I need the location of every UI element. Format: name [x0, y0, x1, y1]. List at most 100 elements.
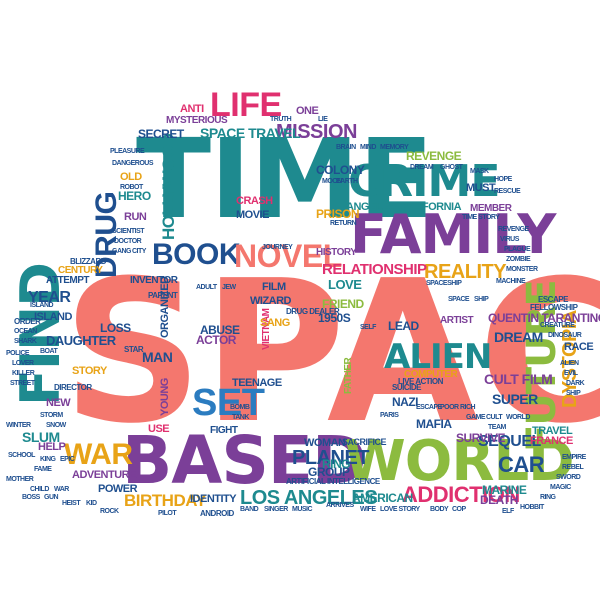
word-brain: BRAIN: [336, 144, 356, 151]
word-dream-small: DREAM: [410, 164, 434, 171]
word-planet: PLANET: [292, 447, 370, 469]
word-addiction: ADDICTION: [402, 482, 520, 507]
word-france: FRANCE: [530, 435, 573, 447]
word-fellowship: FELLOWSHIP: [530, 303, 578, 312]
word-moon: MOON: [322, 178, 342, 185]
word-killer: KILLER: [12, 370, 35, 377]
word-star: STAR: [124, 345, 144, 354]
word-sword: SWORD: [556, 474, 581, 481]
word-jew: JEW: [222, 284, 236, 291]
word-dark: DARK: [566, 380, 585, 387]
word-world: WORLD: [344, 429, 575, 494]
word-anti: ANTI: [180, 103, 204, 115]
word-use: USE: [148, 423, 170, 435]
word-crash: CRASH: [236, 195, 273, 207]
word-earth: EARTH: [336, 178, 358, 185]
word-adult: ADULT: [196, 284, 217, 291]
word-cult-film: CULT FILM: [484, 371, 553, 387]
word-team: TEAM: [488, 424, 506, 431]
word-escape-small: ESCAPE: [416, 404, 442, 411]
word-machine: MACHINE: [496, 278, 526, 285]
word-based: BASED: [122, 422, 367, 499]
word-space-travel: SPACE TRAVEL: [200, 125, 301, 141]
word-reality: REALITY: [424, 261, 507, 283]
word-order: ORDER: [14, 317, 41, 326]
word-singer: SINGER: [264, 506, 288, 513]
word-survive: SURVIVE: [456, 431, 505, 445]
word-band: BAND: [240, 506, 259, 513]
word-relationship: RELATIONSHIP: [322, 261, 427, 278]
word-teenage: TEENAGE: [232, 377, 282, 389]
word-kid: KID: [86, 500, 97, 507]
word-school: SCHOOL: [8, 452, 35, 459]
word-dangerous: DANGEROUS: [112, 160, 154, 167]
word-cop: COP: [452, 506, 466, 513]
word-hobbit: HOBBIT: [520, 504, 544, 511]
word-police: POLICE: [6, 350, 30, 357]
word-bomb: BOMB: [230, 404, 250, 411]
word-story: STORY: [72, 365, 107, 377]
word-ring: RING: [322, 457, 351, 471]
word-history: HISTORY: [316, 247, 357, 258]
word-marine: MARINE: [482, 483, 527, 497]
word-rebel: REBEL: [562, 464, 584, 471]
word-music: MUSIC: [292, 506, 313, 513]
word-one: ONE: [296, 105, 319, 117]
word-storm: STORM: [40, 412, 63, 419]
word-zombie: ZOMBIE: [506, 256, 531, 263]
word-city: CITY: [132, 248, 146, 255]
word-dinosaur: DINOSAUR: [548, 332, 582, 339]
word-self: SELF: [360, 324, 376, 331]
word-time-story: TIME STORY: [462, 214, 500, 221]
word-group: GROUP: [308, 465, 350, 479]
word-super: SUPER: [492, 391, 538, 407]
word-revenge: REVENGE: [406, 149, 462, 163]
word-new: NEW: [46, 397, 71, 409]
word-mind: MIND: [360, 144, 376, 151]
word-dream: DREAM: [494, 329, 543, 345]
word-prison: PRISON: [316, 207, 360, 221]
word-old: OLD: [120, 171, 142, 183]
word-body: BODY: [430, 506, 449, 513]
word-race: RACE: [564, 341, 594, 353]
word-mask: MASK: [470, 168, 489, 175]
word-island: ISLAND: [34, 311, 72, 323]
word-plague: PLAGUE: [504, 246, 531, 253]
word-lead: LEAD: [388, 319, 419, 333]
word-computer: COMPUTER: [404, 369, 458, 380]
word-boat: BOAT: [40, 348, 58, 355]
word-evil: EVIL: [564, 370, 578, 377]
word-robot: ROBOT: [120, 184, 143, 191]
word-time: TIME: [136, 115, 434, 243]
word-novel: NOVEL: [234, 238, 342, 274]
word-movie: MOVIE: [236, 209, 269, 221]
word-daughter: DAUGHTER: [46, 333, 116, 348]
word-world-small: WORLD: [506, 414, 530, 421]
word-nazi: NAZI: [392, 395, 419, 409]
word-mission: MISSION: [276, 121, 357, 143]
word-rock: ROCK: [100, 508, 119, 515]
word-attempt: ATTEMPT: [46, 275, 89, 286]
word-century: CENTURY: [58, 265, 103, 276]
word-ship: SHIP: [566, 390, 581, 397]
word-epic: EPIC: [60, 456, 75, 463]
word-suicide: SUICIDE: [392, 383, 421, 392]
word-sequel: SEQUEL: [478, 433, 541, 450]
word-revenge-small: REVENGE: [498, 226, 529, 233]
word-heist: HEIST: [62, 500, 81, 507]
word-film: FILM: [262, 281, 286, 293]
word-crime: CRIME: [348, 156, 500, 207]
word-travel: TRAVEL: [532, 425, 573, 437]
word-alien: ALIEN: [384, 337, 492, 377]
word-pleasure: PLEASURE: [110, 148, 145, 155]
word-vietnam: VIETNAM: [261, 308, 272, 351]
word-father: FATHER: [343, 357, 354, 394]
word-power: POWER: [98, 483, 138, 495]
word-wizard: WIZARD: [250, 295, 292, 307]
word-war-small: WAR: [54, 486, 69, 493]
word-book: BOOK: [152, 238, 241, 271]
word-run: RUN: [124, 211, 147, 223]
word-space: SPACE: [62, 239, 600, 467]
word-android: ANDROID: [200, 509, 234, 518]
word-lover: LOVER: [12, 360, 34, 367]
